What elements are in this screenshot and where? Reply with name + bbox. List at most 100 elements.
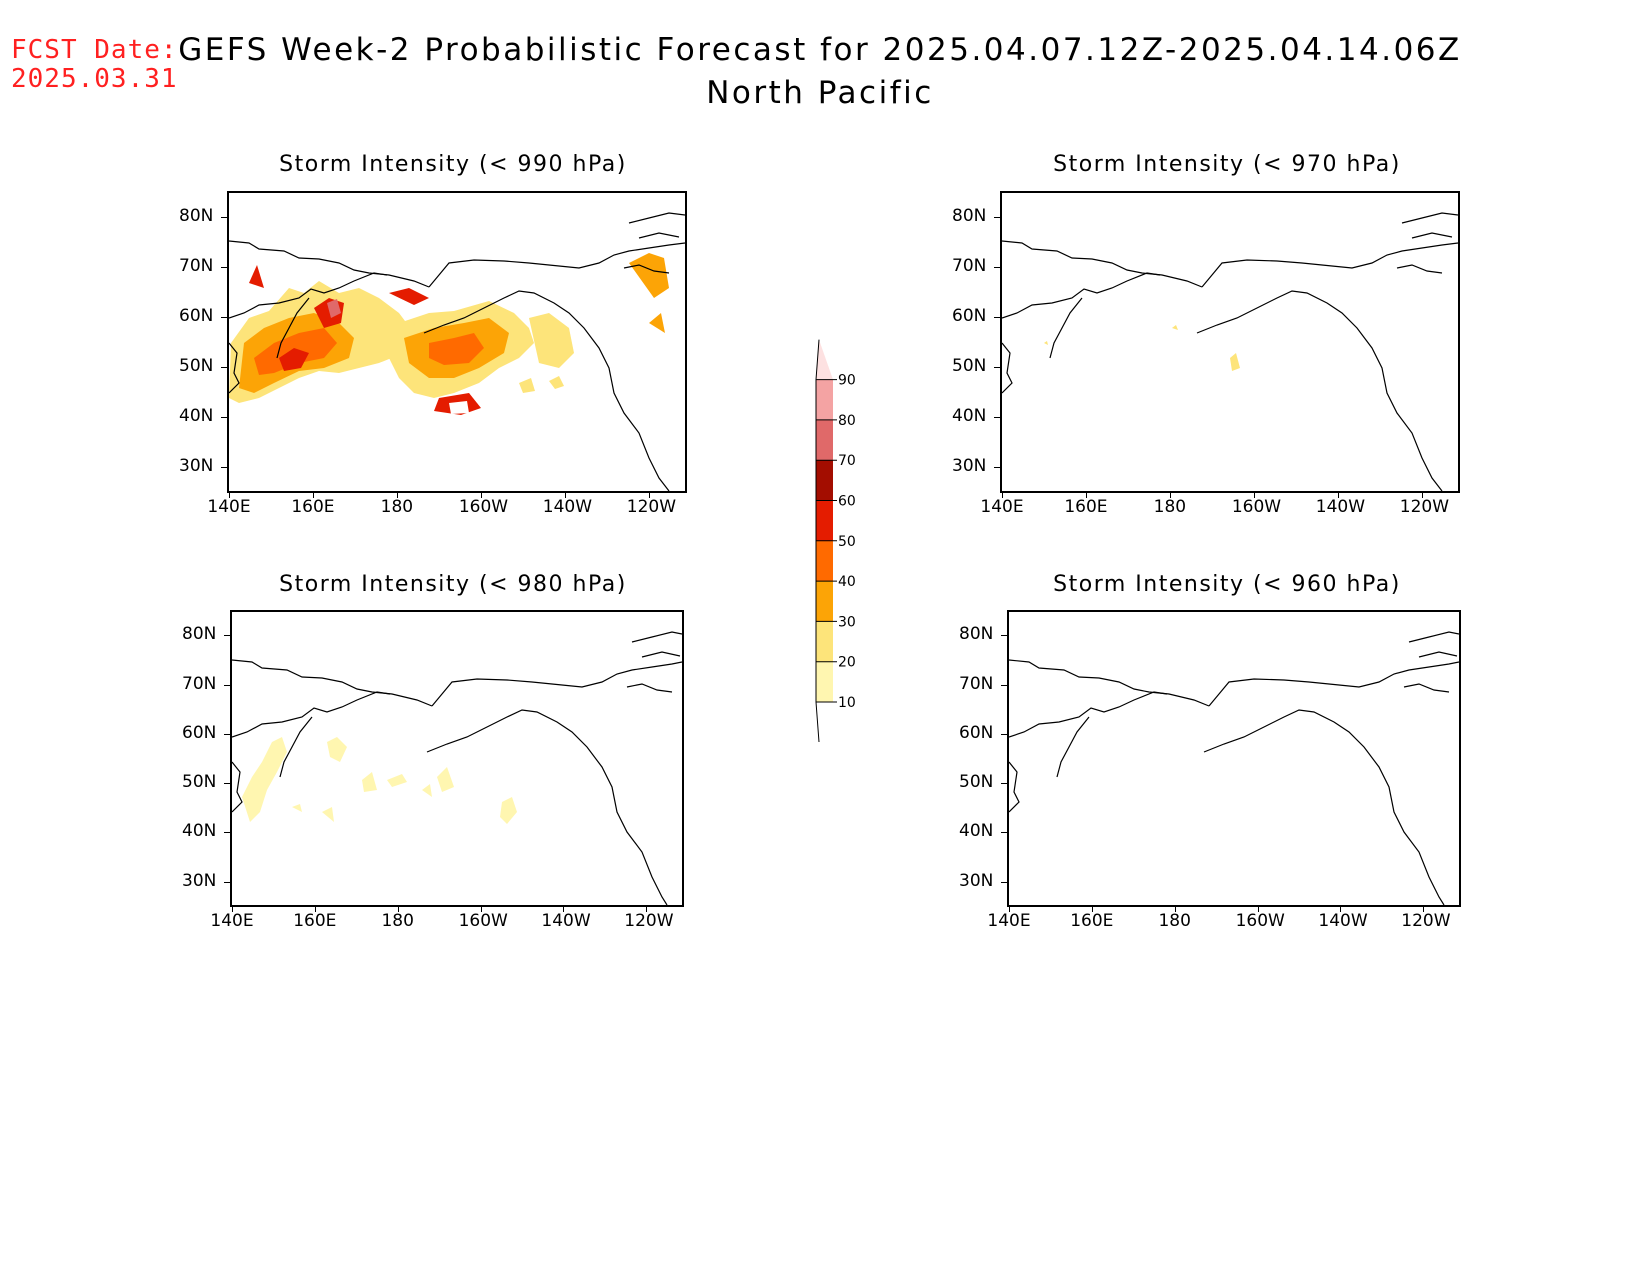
lat-label: 40N: [182, 821, 217, 842]
colorbar-label-10: 10: [838, 695, 856, 711]
lat-label: 50N: [179, 356, 214, 377]
lon-tick: [1253, 491, 1255, 498]
lat-label: 60N: [182, 722, 217, 743]
lon-label: 140E: [987, 911, 1031, 931]
colorbar-swatch-30: [816, 581, 833, 622]
lat-label: 80N: [952, 205, 987, 226]
region-subtitle: North Pacific: [706, 75, 934, 111]
lon-tick: [480, 905, 482, 912]
lat-tick: [994, 316, 1002, 318]
lon-label: 140E: [980, 497, 1024, 517]
lon-tick: [396, 491, 398, 498]
lon-label: 160E: [291, 497, 335, 517]
probability-shading-980: [242, 737, 517, 824]
map-panel-970: [1000, 191, 1460, 493]
lon-label: 180: [1153, 497, 1187, 517]
lat-tick: [221, 316, 229, 318]
lat-tick: [224, 733, 232, 735]
colorbar-swatch-20: [816, 621, 833, 662]
forecast-date-value: 2025.03.31: [11, 64, 178, 94]
lon-tick: [480, 491, 482, 498]
lat-tick: [1001, 832, 1009, 834]
probability-shading-990: [229, 253, 669, 415]
lon-label: 160W: [1231, 497, 1282, 517]
colorbar-label-40: 40: [838, 574, 856, 590]
lon-tick: [312, 491, 314, 498]
lon-label: 160E: [1064, 497, 1108, 517]
lat-tick: [224, 783, 232, 785]
lat-label: 60N: [952, 305, 987, 326]
colorbar-bottom-triangle: [816, 702, 833, 742]
colorbar-swatch-10: [816, 661, 833, 702]
coastlines-990: [229, 212, 685, 491]
lat-label: 30N: [959, 870, 994, 891]
coastlines-960: [1009, 631, 1459, 905]
lat-tick: [1001, 684, 1009, 686]
lon-tick: [564, 491, 566, 498]
lon-label: 140W: [1315, 497, 1366, 517]
lat-label: 70N: [959, 673, 994, 694]
colorbar: 10 20 30 40 50 60 70 80 90: [808, 338, 868, 752]
lat-label: 50N: [952, 356, 987, 377]
lat-label: 60N: [179, 305, 214, 326]
lon-label: 180: [381, 911, 414, 931]
lat-label: 40N: [179, 406, 214, 427]
lat-tick: [224, 684, 232, 686]
lat-label: 70N: [182, 673, 217, 694]
lon-label: 140W: [1318, 911, 1368, 931]
coastlines-970: [1002, 212, 1458, 491]
lat-tick: [1001, 783, 1009, 785]
lon-tick: [646, 905, 648, 912]
lat-label: 70N: [179, 255, 214, 276]
lat-label: 40N: [952, 406, 987, 427]
lon-tick: [1257, 905, 1259, 912]
lon-label: 140E: [207, 497, 251, 517]
colorbar-swatch-80: [816, 379, 833, 420]
forecast-date-label: FCST Date:: [11, 35, 178, 65]
probability-shading-970: [1044, 325, 1240, 371]
lat-tick: [221, 417, 229, 419]
lat-label: 30N: [952, 456, 987, 477]
panel-title-960: Storm Intensity (< 960 hPa): [1053, 572, 1401, 597]
lat-tick: [1001, 881, 1009, 883]
lon-tick: [314, 905, 316, 912]
lon-label: 120W: [624, 911, 674, 931]
colorbar-label-60: 60: [838, 494, 856, 510]
lat-tick: [994, 266, 1002, 268]
lon-tick: [1174, 905, 1176, 912]
colorbar-label-70: 70: [838, 453, 856, 469]
lon-label: 140W: [541, 911, 591, 931]
lon-tick: [397, 905, 399, 912]
forecast-date-block: FCST Date: 2025.03.31: [11, 36, 178, 94]
lon-tick: [229, 491, 230, 498]
main-title: GEFS Week-2 Probabilistic Forecast for 2…: [178, 32, 1462, 68]
lon-tick: [1009, 905, 1010, 912]
lon-label: 120W: [626, 497, 677, 517]
lon-tick: [232, 905, 233, 912]
lat-label: 60N: [959, 722, 994, 743]
colorbar-svg: 10 20 30 40 50 60 70 80 90: [815, 339, 856, 743]
lon-label: 120W: [1399, 497, 1450, 517]
lat-tick: [221, 266, 229, 268]
lon-tick: [648, 491, 650, 498]
panel-title-970: Storm Intensity (< 970 hPa): [1053, 152, 1401, 177]
lon-tick: [1423, 905, 1425, 912]
lon-label: 180: [1158, 911, 1191, 931]
colorbar-swatch-70: [816, 419, 833, 461]
lon-tick: [1091, 905, 1093, 912]
lon-label: 140W: [542, 497, 593, 517]
colorbar-top-triangle: [816, 339, 833, 380]
lon-label: 160W: [458, 911, 508, 931]
lon-tick: [1085, 491, 1087, 498]
map-panel-960: [1007, 610, 1461, 907]
lat-label: 50N: [959, 772, 994, 793]
lat-tick: [221, 216, 229, 218]
lat-label: 80N: [959, 624, 994, 645]
lat-tick: [1001, 733, 1009, 735]
lat-tick: [1001, 635, 1009, 637]
lon-tick: [1340, 905, 1342, 912]
lat-label: 40N: [959, 821, 994, 842]
lat-tick: [221, 367, 229, 369]
lon-tick: [1337, 491, 1339, 498]
colorbar-swatch-50: [816, 500, 833, 541]
